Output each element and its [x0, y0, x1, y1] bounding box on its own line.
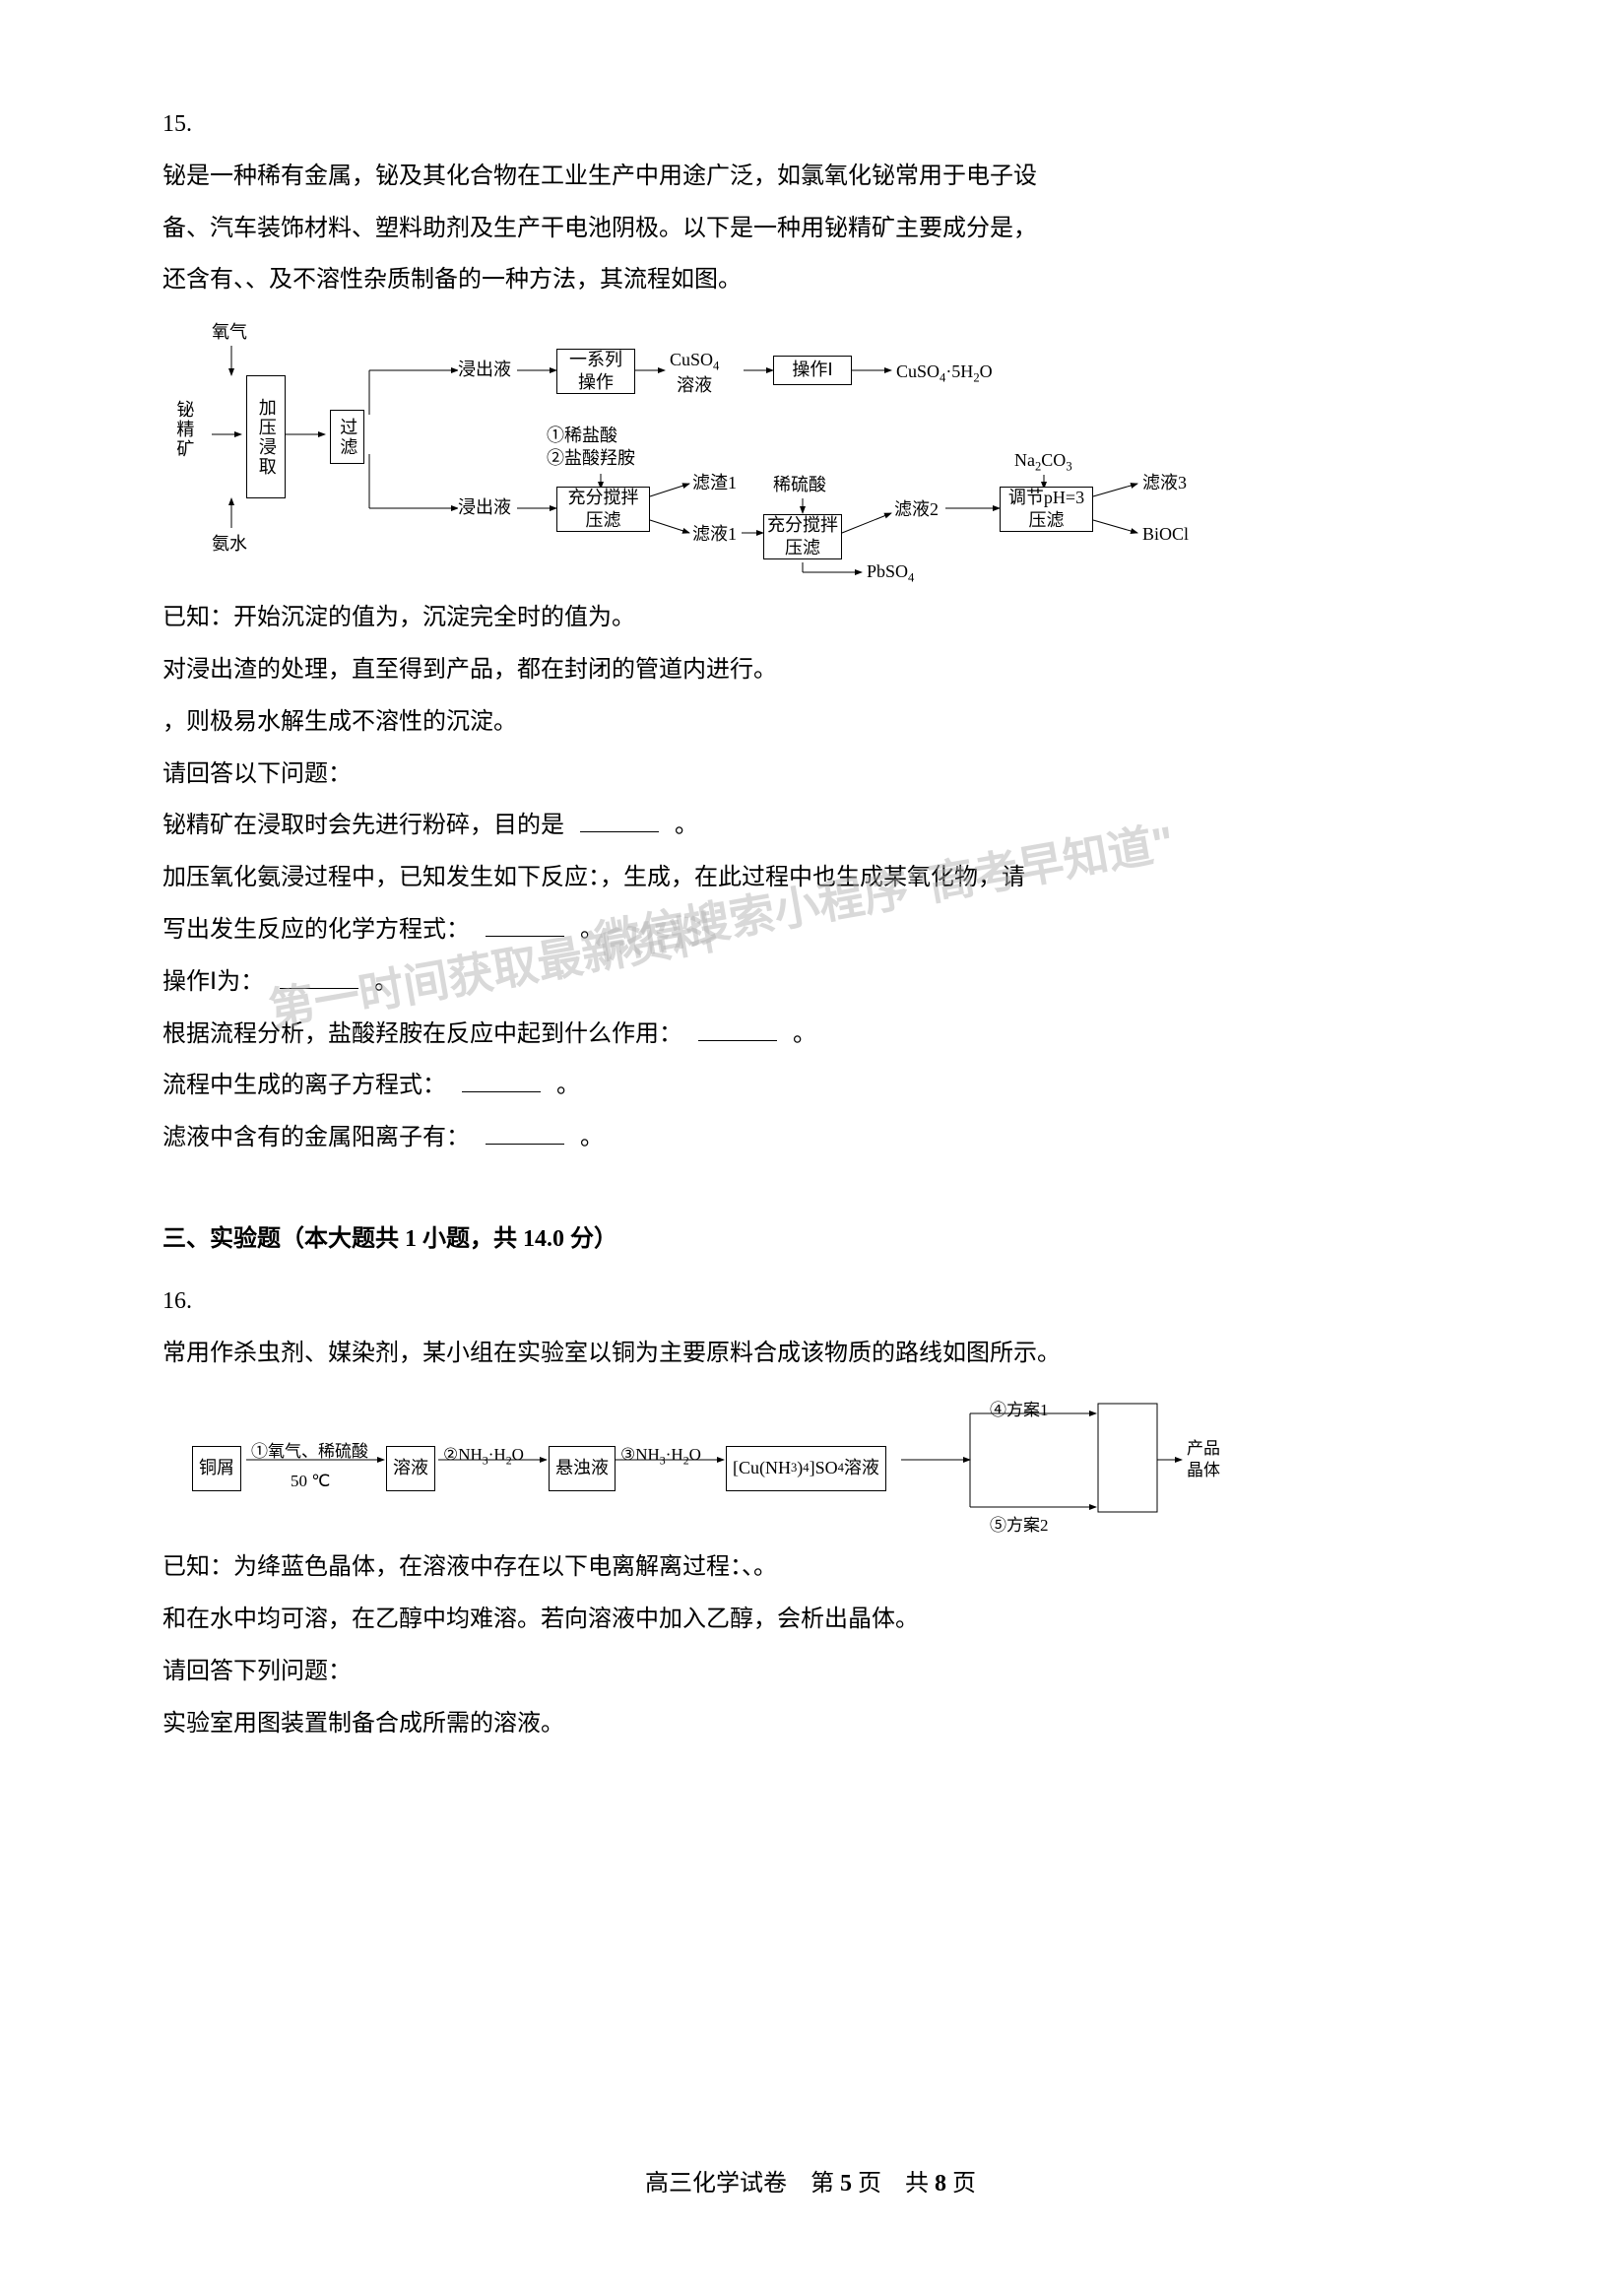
q16-intro: 常用作杀虫剂、媒染剂，某小组在实验室以铜为主要原料合成该物质的路线如图所示。 [162, 1341, 1061, 1366]
q15-known1: 已知：开始沉淀的值为，沉淀完全时的值为。 [162, 605, 635, 630]
flow-cuso45h2o: CuSO4·5H2O [896, 361, 993, 386]
blank [280, 960, 358, 989]
question-body: 铋是一种稀有金属，铋及其化合物在工业生产中用途广泛，如氯氧化铋常用于电子设 备、… [162, 151, 1409, 1164]
blank [580, 805, 659, 833]
period: 。 [374, 969, 398, 995]
section-3-title: 三、实验题（本大题共 1 小题，共 14.0 分） [162, 1214, 1459, 1266]
flow-bijingkuang: 铋精矿 [172, 400, 195, 459]
footer-page-num: 5 [840, 2171, 852, 2197]
footer-page-label: 第 [810, 2171, 834, 2197]
syn-step3: ③NH3·H2O [620, 1436, 701, 1474]
flow-oxygen: 氧气 [212, 321, 247, 344]
q15-sub3: 操作Ⅰ为： [162, 969, 264, 995]
footer-total-suffix: 页 [952, 2171, 976, 2197]
period: 。 [556, 1073, 580, 1098]
q15-sub1: 铋精矿在浸取时会先进行粉碎，目的是 [162, 813, 564, 838]
flow-lvye1: 滤液1 [692, 523, 737, 546]
syn-cunh3so4: [Cu(NH3)4]SO4溶液 [726, 1446, 886, 1491]
footer-total-label: 共 [905, 2171, 929, 2197]
q15-sub4: 根据流程分析，盐酸羟胺在反应中起到什么作用： [162, 1021, 682, 1047]
syn-step1-bottom: 50 ℃ [291, 1463, 330, 1499]
flow-ammonia: 氨水 [212, 533, 247, 556]
q15-known3: ，则极易水解生成不溶性的沉淀。 [162, 709, 517, 735]
flow-chongfen1: 充分搅拌压滤 [556, 487, 650, 532]
syn-fangan1: ④方案1 [990, 1392, 1049, 1428]
footer-total-num: 8 [935, 2171, 946, 2197]
flow-xiyansu: ①稀盐酸 [547, 425, 617, 447]
flow-diagram: 氧气 铋精矿 氨水 加压浸取 过滤 浸出液 浸出液 一系列操作 CuSO4溶液 … [182, 321, 1409, 577]
q15-known2: 对浸出渣的处理，直至得到产品，都在封闭的管道内进行。 [162, 657, 777, 683]
question-15: 15. 铋是一种稀有金属，铋及其化合物在工业生产中用途广泛，如氯氧化铋常用于电子… [162, 98, 1459, 1164]
syn-rongyue: 溶液 [386, 1446, 435, 1491]
q15-sub2a: 加压氧化氨浸过程中，已知发生如下反应：，生成，在此过程中也生成某氧化物，请 [162, 865, 1025, 890]
question-number: 16. [162, 1276, 207, 1328]
q16-prompt: 请回答下列问题： [162, 1659, 352, 1684]
syn-fangan2: ⑤方案2 [990, 1507, 1049, 1543]
syn-chanpin: 产品晶体 [1187, 1438, 1220, 1481]
blank [486, 908, 564, 937]
syn-xuanzhuoye: 悬浊液 [549, 1446, 616, 1491]
blank [462, 1065, 541, 1093]
flow-lvzha1: 滤渣1 [692, 472, 737, 494]
syn-step2: ②NH3·H2O [443, 1436, 524, 1474]
flow-yansuanwoan: ②盐酸羟胺 [547, 447, 635, 470]
period: 。 [580, 917, 604, 943]
flow-guolv: 过滤 [330, 410, 364, 464]
footer-page-suffix: 页 [858, 2171, 881, 2197]
flow-jinchuyeb: 浸出液 [458, 496, 511, 519]
q15-intro-l2: 备、汽车装饰材料、塑料助剂及生产干电池阴极。以下是一种用铋精矿主要成分是， [162, 216, 1037, 241]
flow-lvye3: 滤液3 [1142, 472, 1187, 494]
question-number: 15. [162, 98, 207, 151]
flow-biocl: BiOCl [1142, 523, 1189, 546]
flow-lvye2: 滤液2 [894, 498, 939, 521]
q15-intro-l1: 铋是一种稀有金属，铋及其化合物在工业生产中用途广泛，如氯氧化铋常用于电子设 [162, 164, 1037, 189]
page-footer: 高三化学试卷 第 5 页 共 8 页 [0, 2163, 1621, 2198]
flow-tiaojie: 调节pH=3压滤 [1000, 487, 1093, 532]
footer-prefix: 高三化学试卷 [645, 2171, 787, 2197]
q15-prompt: 请回答以下问题： [162, 761, 352, 787]
period: 。 [793, 1021, 816, 1047]
syn-tongxie: 铜屑 [192, 1446, 241, 1491]
flow-jiayajinqu: 加压浸取 [246, 375, 286, 498]
blank [698, 1013, 777, 1041]
q16-sub1: 实验室用图装置制备合成所需的溶液。 [162, 1711, 564, 1737]
flow-cuso4rongyue: CuSO4溶液 [670, 349, 719, 397]
blank [486, 1116, 564, 1145]
synthesis-diagram: 铜屑 ①氧气、稀硫酸 50 ℃ 溶液 ②NH3·H2O 悬浊液 ③NH3·H2O… [192, 1399, 1236, 1522]
flow-jinchuyea: 浸出液 [458, 359, 511, 381]
period: 。 [675, 813, 698, 838]
q15-intro-l3: 还含有、、及不溶性杂质制备的一种方法，其流程如图。 [162, 267, 742, 293]
flow-chongfen2: 充分搅拌压滤 [763, 514, 842, 559]
flow-pbso4: PbSO4 [867, 560, 914, 586]
question-16: 16. 常用作杀虫剂、媒染剂，某小组在实验室以铜为主要原料合成该物质的路线如图所… [162, 1276, 1459, 1750]
question-body: 常用作杀虫剂、媒染剂，某小组在实验室以铜为主要原料合成该物质的路线如图所示。 [162, 1328, 1409, 1750]
flow-na2co3: Na2CO3 [1014, 449, 1072, 475]
flow-xiliusuan: 稀硫酸 [773, 474, 826, 496]
q15-sub6: 滤液中含有的金属阳离子有： [162, 1125, 470, 1150]
q16-known2: 和在水中均可溶，在乙醇中均难溶。若向溶液中加入乙醇，会析出晶体。 [162, 1607, 919, 1632]
q16-known1: 已知：为绛蓝色晶体，在溶液中存在以下电离解离过程：、。 [162, 1554, 777, 1580]
period: 。 [580, 1125, 604, 1150]
flow-caozuo1: 操作Ⅰ [773, 356, 852, 385]
q15-sub5: 流程中生成的离子方程式： [162, 1073, 446, 1098]
q15-sub2b: 写出发生反应的化学方程式： [162, 917, 470, 943]
flow-yixiliecaozuo: 一系列操作 [556, 349, 635, 394]
